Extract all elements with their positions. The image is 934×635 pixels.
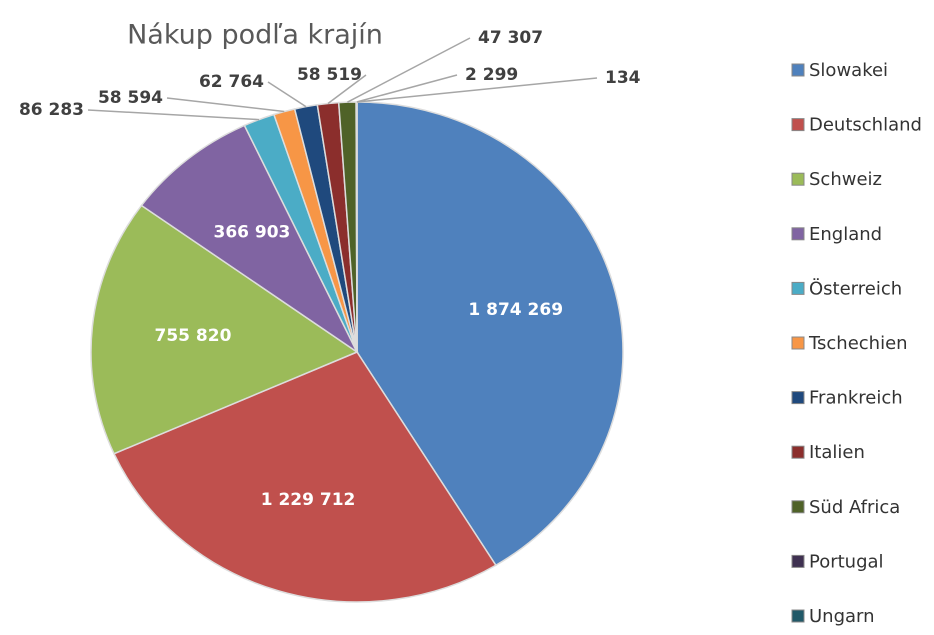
data-label: 1 874 269 <box>468 300 563 320</box>
legend-label: Frankreich <box>809 388 903 409</box>
legend-label: Ungarn <box>809 606 875 627</box>
legend-swatch <box>791 172 805 186</box>
legend-swatch <box>791 63 805 77</box>
pie-slice <box>90 204 359 455</box>
pie-slice <box>140 124 359 355</box>
legend-label: Portugal <box>809 551 884 572</box>
data-label: 2 299 <box>465 65 518 85</box>
legend-swatch <box>791 281 805 295</box>
legend-label: Süd Africa <box>809 497 900 518</box>
leader-line <box>267 81 307 108</box>
data-label: 62 764 <box>199 72 264 92</box>
leader-line <box>166 97 285 113</box>
leader-line <box>356 74 458 103</box>
legend-label: Österreich <box>809 277 902 299</box>
legend-label: Italien <box>809 442 865 463</box>
legend-label: England <box>809 224 882 245</box>
leader-line <box>356 77 598 103</box>
legend-swatch <box>791 609 805 623</box>
chart-title: Nákup podľa krajín <box>127 20 383 51</box>
legend-label: Tschechien <box>808 333 908 354</box>
legend-label: Deutschland <box>809 115 922 136</box>
legend-swatch <box>791 336 805 350</box>
data-label: 58 594 <box>98 88 163 108</box>
legend-swatch <box>791 227 805 241</box>
data-label: 366 903 <box>213 223 290 243</box>
data-label: 1 229 712 <box>261 490 356 510</box>
legend-label: Schweiz <box>809 169 882 190</box>
legend-swatch <box>791 554 805 568</box>
data-label: 47 307 <box>478 28 543 48</box>
legend-swatch <box>791 445 805 459</box>
leader-line <box>87 109 260 121</box>
leader-line <box>347 37 471 103</box>
data-label: 755 820 <box>155 326 232 346</box>
legend-swatch <box>791 118 805 132</box>
legend-swatch <box>791 500 805 514</box>
data-label: 86 283 <box>19 100 84 120</box>
legend-swatch <box>791 391 805 405</box>
pie-slice <box>356 101 624 567</box>
data-label: 58 519 <box>297 65 362 85</box>
leader-line <box>327 74 367 105</box>
legend-label: Slowakei <box>809 60 888 81</box>
data-label: 134 <box>605 68 641 88</box>
